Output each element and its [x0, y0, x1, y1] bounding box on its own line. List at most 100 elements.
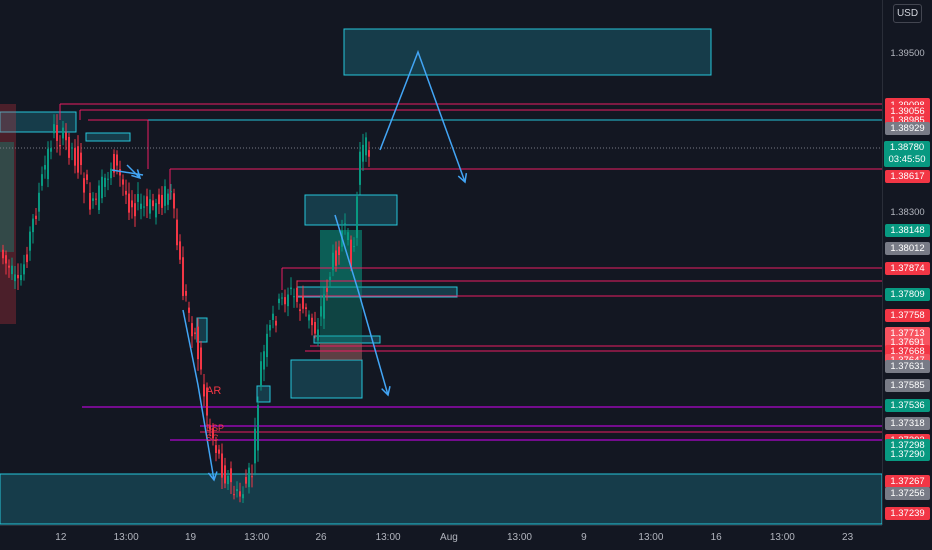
candle-body — [5, 255, 7, 264]
candle-body — [221, 453, 223, 478]
supply-demand-zones — [0, 28, 882, 525]
candle-body — [59, 145, 61, 147]
candle-body — [248, 467, 250, 488]
ar-annotation: AR — [206, 385, 221, 397]
candle-body — [26, 254, 28, 263]
candle-body — [359, 151, 361, 185]
chart-annotations: AR BSP SC — [206, 385, 224, 443]
candle-body — [365, 137, 367, 156]
time-axis-label: 16 — [710, 532, 722, 543]
projection-arrow-drop — [334, 214, 389, 396]
candle-body — [302, 295, 304, 309]
candle-body — [179, 241, 181, 260]
projection-arrows — [111, 49, 468, 482]
time-axis-label: 13:00 — [769, 532, 795, 543]
candle-body — [245, 477, 247, 484]
projection-arrow-left-head — [207, 471, 218, 482]
candle-body — [92, 198, 94, 201]
candle-body — [50, 148, 52, 152]
candle-body — [143, 206, 145, 208]
candle-body — [137, 193, 139, 202]
candle-body — [236, 489, 238, 492]
candle-body — [68, 136, 70, 158]
candle-body — [83, 178, 85, 193]
candle-body — [269, 324, 271, 331]
candle-body — [62, 127, 64, 139]
candle-body — [20, 275, 22, 281]
candle-body — [263, 351, 265, 370]
time-axis[interactable]: 12 13:00 19 13:00 26 13:00 Aug 13:00 9 13:00 16 13:… — [0, 525, 882, 550]
supply-zone-mid — [304, 194, 398, 226]
candle-body — [227, 475, 229, 485]
price-axis-label: 1.37631 — [885, 359, 930, 373]
price-axis-label: 1.37874 — [885, 261, 930, 275]
candle-body — [254, 428, 256, 464]
candle-body — [335, 250, 337, 266]
candle-body — [188, 307, 190, 313]
candle-body — [101, 176, 103, 199]
price-axis-label: 1.38617 — [885, 169, 930, 183]
projection-arrow-main-head — [457, 172, 468, 184]
candle-body — [11, 265, 13, 275]
candle-body — [86, 174, 88, 180]
projection-arrow-left — [182, 309, 215, 481]
candle-body — [149, 199, 151, 214]
candle-body — [311, 317, 313, 326]
candle-body — [266, 333, 268, 358]
price-axis-label: 1.37758 — [885, 308, 930, 322]
candle-body — [239, 491, 241, 497]
position-left-green — [0, 142, 14, 252]
candle-body — [191, 323, 193, 337]
candle-body — [347, 232, 349, 241]
price-axis-label: 1.37809 — [885, 287, 930, 301]
candle-body — [128, 193, 130, 213]
candle-body — [353, 245, 355, 247]
candle-body — [356, 196, 358, 238]
candle-body — [176, 219, 178, 246]
time-axis-label: 13:00 — [506, 532, 532, 543]
candle-body — [275, 320, 277, 326]
candle-body — [278, 298, 280, 304]
candle-body — [329, 276, 331, 281]
candle-body — [281, 297, 283, 299]
price-axis-label: 1.37536 — [885, 398, 930, 412]
time-axis-label: 26 — [315, 532, 327, 543]
candle-body — [47, 148, 49, 180]
price-axis-label: 1.37585 — [885, 378, 930, 392]
candle-body — [338, 246, 340, 256]
candle-body — [170, 191, 172, 193]
price-axis-label: 1.37256 — [885, 487, 930, 501]
price-axis-label: 1.38012 — [885, 241, 930, 255]
candle-body — [194, 332, 196, 334]
candle-body — [131, 200, 133, 208]
projection-arrow-drop-head — [381, 386, 391, 397]
candle-body — [173, 193, 175, 209]
candle-body — [2, 249, 4, 259]
candle-body — [35, 215, 37, 219]
candle-body — [290, 287, 292, 290]
candle-body — [23, 264, 25, 275]
candle-body — [326, 288, 328, 292]
candle-body — [65, 132, 67, 141]
candle-body — [224, 465, 226, 484]
candle-body — [53, 124, 55, 134]
candle-body — [212, 428, 214, 439]
candle-body — [146, 196, 148, 207]
candle-body — [332, 252, 334, 271]
candle-body — [350, 239, 352, 267]
currency-button[interactable]: USD — [893, 4, 922, 23]
candle-body — [95, 198, 97, 200]
candle-body — [185, 290, 187, 296]
candle-body — [167, 193, 169, 205]
price-axis[interactable]: 1.395001.391051.390981.390561.389851.389… — [882, 0, 932, 525]
price-chart[interactable]: AR BSP SC — [0, 0, 882, 525]
fvg-zone — [313, 335, 381, 344]
candle-body — [251, 476, 253, 478]
target-zone-top — [343, 28, 712, 76]
candle-body — [77, 146, 79, 173]
projection-arrow-small-head — [131, 169, 142, 180]
time-axis-label: Aug — [440, 532, 458, 543]
current-price-value: 1.38780 — [889, 142, 925, 153]
candle-body — [56, 125, 58, 141]
candle-body — [134, 203, 136, 217]
